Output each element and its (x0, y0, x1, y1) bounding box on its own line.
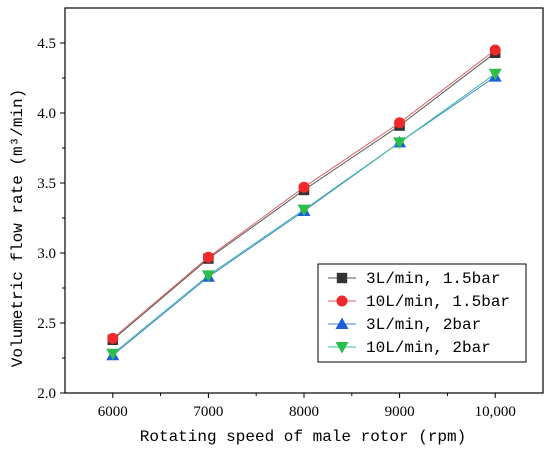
data-point (488, 68, 502, 81)
legend-label: 10L/min, 2bar (366, 339, 491, 357)
y-axis-title: Volumetric flow rate (m³/min) (9, 89, 27, 367)
y-tick-label: 3.5 (37, 176, 56, 192)
series-4 (106, 68, 502, 361)
x-tick-label: 10,000 (475, 404, 516, 420)
axes: 6000 7000 8000 9000 10,000 2.0 2.5 3.0 3.5 4.0 4.5 (37, 7, 544, 420)
x-tick-label: 8000 (289, 404, 319, 420)
data-point (107, 332, 119, 344)
series-2 (107, 44, 501, 344)
data-point (394, 117, 406, 129)
y-tick-label: 2.0 (37, 386, 56, 402)
legend-item: 3L/min, 2bar (328, 316, 481, 334)
legend-box (317, 263, 527, 363)
legend-item: 10L/min, 2bar (328, 339, 491, 357)
legend-marker (336, 295, 348, 307)
x-tick-label: 6000 (98, 404, 128, 420)
y-tick-label: 4.5 (37, 36, 56, 52)
data-point (393, 137, 407, 149)
legend-item: 10L/min, 1.5bar (328, 293, 510, 311)
data-point (489, 44, 501, 56)
series-group (106, 44, 502, 361)
y-tick-label: 4.0 (37, 106, 56, 122)
x-tick-label: 7000 (193, 404, 223, 420)
legend-marker (335, 342, 349, 354)
x-axis-title: Rotating speed of male rotor (rpm) (140, 428, 466, 446)
y-tick-label: 2.5 (37, 316, 56, 332)
legend-item: 3L/min, 1.5bar (328, 270, 500, 288)
legend-marker (335, 317, 349, 329)
x-tick-label: 9000 (385, 404, 415, 420)
y-tick-label: 3.0 (37, 246, 56, 262)
legend-label: 3L/min, 2bar (366, 316, 481, 334)
data-point (201, 270, 215, 282)
data-point (202, 251, 214, 263)
legend-marker (336, 272, 348, 284)
legend-label: 3L/min, 1.5bar (366, 270, 500, 288)
data-point (297, 204, 311, 217)
data-point (298, 181, 310, 193)
legend-label: 10L/min, 1.5bar (366, 293, 510, 311)
legend: 3L/min, 1.5bar 10L/min, 1.5bar 3L/min, 2ba… (317, 263, 527, 363)
data-point (106, 348, 120, 361)
